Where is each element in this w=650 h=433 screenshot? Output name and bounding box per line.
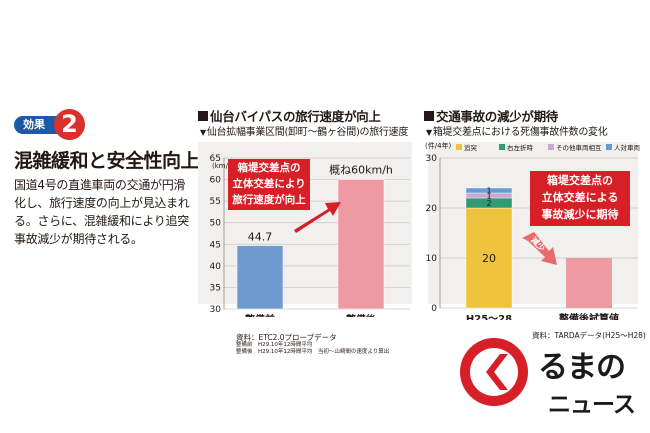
speed-callout-line3: 旅行速度が向上 [232, 194, 306, 206]
accident-callout-line1: 箱堤交差点の [547, 174, 613, 187]
x-tick-label: H25～28 [466, 314, 512, 320]
decrease-arrow-icon [522, 232, 557, 265]
data-label-after: 概ね60km/h [329, 164, 393, 177]
speed-y-unit: (km/h) [212, 162, 235, 170]
speed-chart-subtitle: ▼仙台拡幅事業区間(卸町～鶴ヶ谷間)の旅行速度 [200, 123, 408, 138]
accident-chart-source: 資料：TARDAデータ(H25～H28) [532, 331, 646, 340]
legend-label: その他車両相互 [556, 143, 602, 152]
logo-text-line1: るまの [538, 350, 626, 385]
y-tick-label: 30 [426, 154, 438, 164]
legend-swatch [606, 144, 612, 150]
y-tick-label: 30 [210, 305, 222, 315]
bar-before [236, 245, 284, 310]
legend-label: 右左折時 [507, 143, 534, 152]
accident-chart-subtitle-text: 箱堤交差点における死傷事故件数の変化 [432, 127, 608, 138]
y-tick-label: 60 [210, 176, 222, 186]
legend-label: 人対車両 [614, 143, 641, 152]
triangle-icon: ▼ [200, 128, 206, 137]
y-tick-label: 65 [210, 154, 221, 164]
legend-swatch [456, 144, 462, 150]
data-label-before: 44.7 [248, 231, 273, 244]
logo-text-line2: ニュース [548, 392, 636, 418]
x-tick-label: 整備後試算値 [558, 312, 619, 320]
x-tick-label: 整備後 [345, 313, 377, 317]
title-square-icon [198, 111, 208, 121]
segment-value-label: 20 [482, 252, 496, 265]
kuruma-logo-icon [460, 338, 528, 406]
y-tick-label: 20 [426, 204, 438, 214]
x-tick-label: 整備前 [244, 313, 275, 317]
accident-callout: 箱堤交差点の 立体交差による 事故減少に期待 [530, 171, 630, 226]
description-text: 国道4号の直進車両の交通が円滑化し、旅行速度の向上が見込まれる。さらに、混雑緩和… [14, 178, 190, 246]
accident-chart-title-text: 交通事故の減少が期待 [436, 109, 559, 124]
effect-number: 2 [54, 109, 85, 140]
bar-after [337, 179, 385, 310]
accident-callout-line2: 立体交差による [541, 191, 619, 204]
segment-value-label: 2 [486, 199, 491, 208]
speed-chart: 30 35 40 45 50 55 60 65 整備前 整備後 (km/h) 44.7 概ね60… [210, 154, 410, 317]
segment-rear-end [465, 207, 513, 309]
title-square-icon [424, 111, 434, 121]
accident-chart-title: 交通事故の減少が期待 [424, 106, 558, 125]
speed-callout: 箱堤交差点の 立体交差により 旅行速度が向上 [228, 159, 310, 210]
increase-arrow-icon [294, 202, 341, 233]
speed-chart-title-text: 仙台バイパスの旅行速度が向上 [210, 109, 381, 124]
segment-value-label: 1 [486, 191, 491, 200]
effect-badge: 効果 2 [14, 109, 86, 141]
speed-chart-source: 資料：ETC2.0プローブデータ [236, 333, 337, 342]
segment-value-label: 1 [486, 186, 491, 195]
y-tick-label: 50 [210, 219, 222, 229]
speed-chart-note-2: 整備後 H29.10年12時間平均 当初～山崎間の速度より算出 [236, 349, 390, 355]
speed-callout-line1: 箱堤交差点の [237, 162, 301, 174]
speed-chart-title: 仙台バイパスの旅行速度が向上 [198, 106, 381, 125]
y-tick-label: 0 [431, 304, 437, 314]
speed-chart-subtitle-text: 仙台拡幅事業区間(卸町～鶴ヶ谷間)の旅行速度 [206, 127, 409, 138]
section-heading: 混雑緩和と安全性向上 [14, 150, 200, 172]
accident-y-unit: (件/4年) [425, 141, 452, 150]
accident-chart-subtitle: ▼箱堤交差点における死傷事故件数の変化 [426, 123, 608, 138]
legend-swatch [499, 144, 505, 150]
y-tick-label: 40 [210, 262, 222, 272]
y-tick-label: 35 [210, 283, 221, 293]
accident-callout-line3: 事故減少に期待 [541, 208, 619, 221]
legend-label: 追突 [464, 143, 478, 152]
speed-callout-line2: 立体交差により [232, 178, 306, 190]
triangle-icon: ▼ [426, 128, 432, 137]
legend-swatch [548, 144, 554, 150]
speed-chart-note-1: 整備前 H29.10年12時間平均 [236, 342, 313, 348]
y-tick-label: 55 [210, 197, 221, 207]
y-tick-label: 10 [426, 254, 438, 264]
y-tick-label: 45 [210, 240, 221, 250]
segment-pedestrian [465, 187, 513, 194]
bar-estimate [566, 258, 612, 308]
